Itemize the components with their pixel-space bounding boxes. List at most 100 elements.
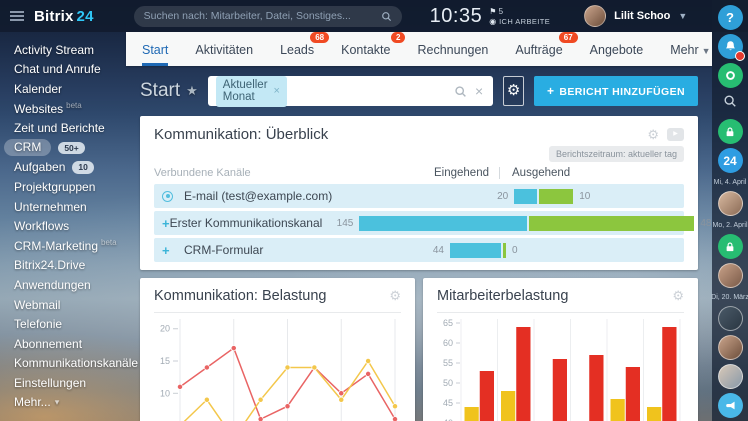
gear-icon[interactable]: ⚙ — [389, 288, 401, 303]
sidebar-item-label: Aufgaben — [14, 160, 66, 175]
megaphone-icon[interactable] — [717, 393, 743, 418]
sidebar-item-projektgruppen[interactable]: Projektgruppen — [14, 177, 126, 197]
global-search-input[interactable] — [143, 10, 381, 22]
tab-kontakte[interactable]: Kontakte 2 — [341, 32, 406, 66]
filter-search-icon[interactable] — [454, 85, 467, 98]
line-chart-svg: 5101520 — [160, 319, 398, 421]
sidebar-badge: 50+ — [58, 141, 85, 155]
sidebar-item-crm-marketing[interactable]: CRM-Marketing beta — [14, 236, 126, 256]
channel-rows: E-mail (test@example.com) 20 10 + Erster Kom… — [154, 184, 711, 262]
global-search[interactable] — [133, 5, 402, 27]
svg-text:60: 60 — [443, 338, 453, 348]
filter-input[interactable]: Aktueller Monat × × — [207, 75, 494, 107]
sidebar-item-aufgaben[interactable]: Aufgaben 10 — [14, 158, 126, 178]
sidebar-item-label: Chat und Anrufe — [14, 62, 101, 77]
sidebar-item-webmail[interactable]: Webmail — [14, 295, 126, 315]
logo[interactable]: Bitrix 24 — [34, 8, 94, 25]
avatar[interactable] — [717, 306, 743, 331]
filter-text-input[interactable] — [292, 84, 448, 98]
svg-text:50: 50 — [443, 378, 453, 388]
column-outgoing: Ausgehend — [499, 167, 684, 179]
avatar[interactable] — [717, 191, 743, 216]
favorite-star-icon[interactable]: ★ — [186, 83, 198, 98]
filter-chip[interactable]: Aktueller Monat × — [215, 75, 287, 107]
gear-icon[interactable]: ⚙ — [647, 126, 659, 142]
sidebar-item-bitrix24-drive[interactable]: Bitrix24.Drive — [14, 256, 126, 276]
outgoing-value: 48 — [700, 217, 712, 229]
expand-dot-icon[interactable] — [162, 190, 173, 202]
sidebar-item-label: CRM — [4, 139, 52, 157]
question-mark-icon: ? — [726, 10, 734, 25]
channel-label: E-mail (test@example.com) — [184, 189, 333, 203]
dashboard-settings-button[interactable]: ⚙ — [503, 76, 524, 106]
tab-angebote[interactable]: Angebote — [590, 43, 644, 66]
menu-icon[interactable] — [10, 11, 24, 21]
channel-row-erster-kommunikationskanal[interactable]: + Erster Kommunikationskanal 145 48 — [154, 211, 711, 235]
sidebar-item-workflows[interactable]: Workflows — [14, 216, 126, 236]
sidebar-item-label: Activity Stream — [14, 42, 95, 57]
avatar[interactable] — [717, 335, 743, 360]
topbar: Bitrix24 10:35 ⚑ 5 ◉ ICH ARBEITE Lilit S… — [0, 0, 748, 32]
sidebar-badge: 10 — [72, 161, 94, 174]
sidebar-item-telefonie[interactable]: Telefonie — [14, 314, 126, 334]
work-clock[interactable]: 10:35 — [429, 4, 483, 27]
day-badge[interactable]: 24 — [717, 148, 743, 173]
outgoing-value: 10 — [579, 190, 591, 202]
panel-title: Kommunikation: Belastung — [154, 288, 327, 304]
sidebar-item-kommunikationskan-le[interactable]: Kommunikationskanäle — [14, 354, 138, 374]
chevron-down-icon: ▾ — [54, 396, 60, 407]
lock-icon[interactable] — [717, 234, 743, 259]
date-label: Mo, 2. April — [712, 222, 748, 229]
tab-label: Leads — [280, 43, 315, 57]
plus-icon: + — [546, 84, 555, 98]
sidebar-item-einstellungen[interactable]: Einstellungen — [14, 373, 126, 393]
incoming-value: 44 — [432, 244, 444, 256]
sidebar-item-kalender[interactable]: Kalender — [14, 79, 126, 99]
sidebar-item-anwendungen[interactable]: Anwendungen — [14, 275, 126, 295]
beta-label: beta — [101, 237, 117, 247]
add-report-button[interactable]: + BERICHT HINZUFÜGEN — [533, 76, 698, 106]
sidebar-item-mehr[interactable]: Mehr... ▾ — [14, 393, 126, 413]
channel-row-crm-formular[interactable]: + CRM-Formular 44 0 — [154, 238, 684, 262]
sidebar-item-crm[interactable]: CRM 50+ — [4, 138, 126, 158]
tab-aktivit-ten[interactable]: Aktivitäten — [195, 43, 253, 66]
chip-close-icon[interactable]: × — [273, 85, 280, 97]
tab-label: Rechnungen — [417, 43, 489, 57]
search-icon[interactable] — [381, 11, 392, 22]
tab-leads[interactable]: Leads 68 — [280, 32, 330, 66]
staff-load-panel: Mitarbeiterbelastung ⚙ 35404550556065 — [423, 278, 698, 421]
bell-icon[interactable] — [717, 34, 745, 61]
channel-row-e-mail-test-example-com[interactable]: E-mail (test@example.com) 20 10 — [154, 184, 684, 208]
gear-icon[interactable]: ⚙ — [672, 288, 684, 303]
ring-icon[interactable] — [717, 63, 743, 88]
user-avatar[interactable] — [584, 5, 607, 27]
lock-icon[interactable] — [717, 119, 743, 144]
search-icon[interactable] — [723, 92, 737, 115]
chevron-down-icon: ▼ — [678, 11, 688, 21]
user-menu[interactable]: Lilit Schoo ▼ — [584, 5, 687, 27]
filter-clear-icon[interactable]: × — [474, 83, 484, 99]
sidebar-item-activity-stream[interactable]: Activity Stream — [14, 40, 126, 60]
video-help-icon[interactable]: ▶ — [667, 128, 684, 141]
sidebar-item-unternehmen[interactable]: Unternehmen — [14, 197, 126, 217]
outgoing-value: 0 — [512, 244, 518, 256]
help-icon[interactable]: ? — [717, 5, 743, 30]
right-toolbar: ? 24 Mi, 4. April Mo, 2. April Di, 20. März — [711, 0, 748, 421]
avatar[interactable] — [717, 364, 743, 389]
tab-start[interactable]: Start — [142, 43, 169, 66]
avatar[interactable] — [717, 263, 743, 288]
incoming-value: 145 — [336, 217, 354, 229]
tab-mehr[interactable]: Mehr ▼ — [670, 43, 710, 66]
sidebar-item-abonnement[interactable]: Abonnement — [14, 334, 126, 354]
tab-auftr-ge[interactable]: Aufträge 67 — [515, 32, 578, 66]
sidebar-item-websites[interactable]: Websites beta — [14, 99, 126, 119]
sidebar-item-label: Zeit und Berichte — [14, 121, 105, 136]
sidebar-item-chat-und-anrufe[interactable]: Chat und Anrufe — [14, 60, 126, 80]
sidebar-item-zeit-und-berichte[interactable]: Zeit und Berichte — [14, 118, 126, 138]
plus-icon[interactable]: + — [162, 242, 170, 258]
tab-label: Aktivitäten — [195, 43, 254, 57]
plus-icon[interactable]: + — [162, 215, 170, 231]
record-dot-icon: ◉ — [489, 16, 497, 26]
work-status: ⚑ 5 ◉ ICH ARBEITE — [489, 7, 550, 26]
tab-rechnungen[interactable]: Rechnungen — [417, 43, 488, 66]
